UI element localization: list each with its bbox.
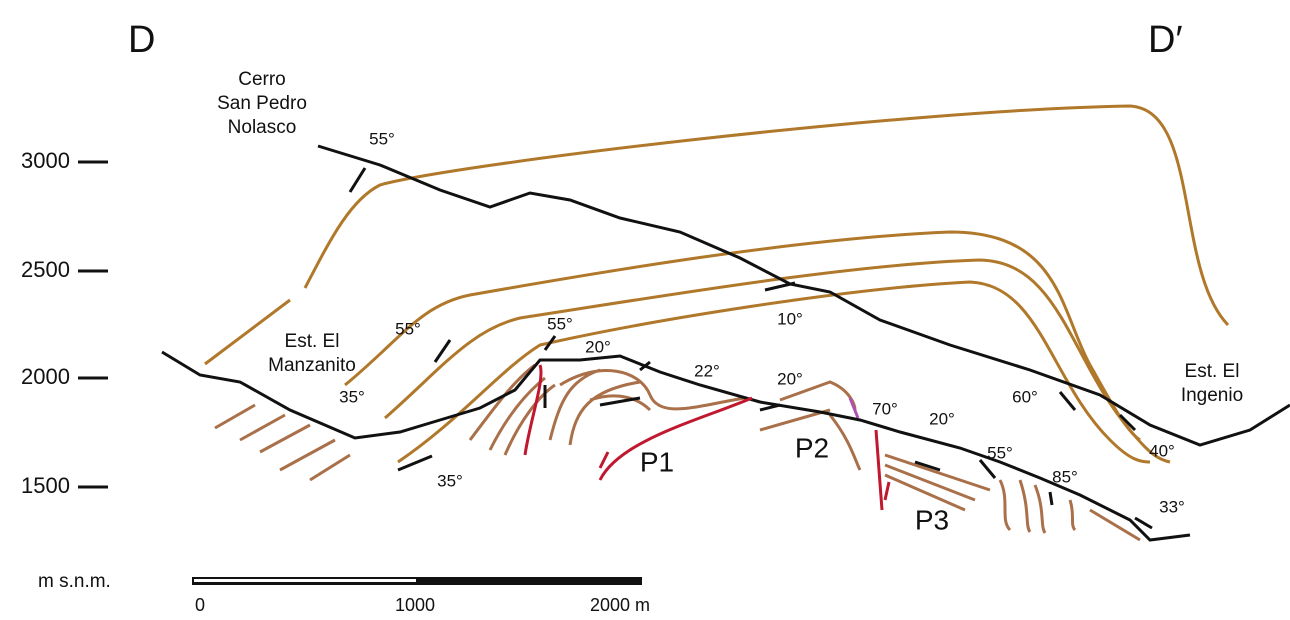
dip-angle: 60°	[1012, 387, 1038, 406]
dip-angle: 70°	[872, 399, 898, 418]
thrust-label: P1	[640, 446, 674, 477]
elevation-axis: 3000 2500 2000 1500	[21, 148, 70, 498]
place-name: Manzanito	[268, 355, 356, 376]
dip-angle: 35°	[437, 471, 463, 490]
scale-label: 2000 m	[590, 595, 650, 615]
section-start: D	[128, 19, 155, 61]
scale-label: 0	[195, 595, 205, 615]
dip-angle: 55°	[547, 314, 573, 333]
section-end: D′	[1148, 19, 1183, 61]
dip-angle: 33°	[1159, 497, 1185, 516]
dip-angle: 35°	[339, 387, 365, 406]
dip-angle: 55°	[395, 319, 421, 338]
dip-angle: 20°	[929, 409, 955, 428]
place-name: Est. El	[285, 331, 340, 352]
place-name: San Pedro	[217, 93, 307, 114]
elevation-label: 1500	[21, 473, 70, 498]
elevation-label: 2000	[21, 364, 70, 389]
geology-drawing	[78, 104, 1290, 585]
place-name: Cerro	[238, 69, 286, 90]
place-name: Ingenio	[1181, 385, 1243, 406]
dip-angle: 55°	[987, 443, 1013, 462]
dip-angle: 40°	[1149, 441, 1175, 460]
dip-angle: 20°	[777, 369, 803, 388]
axis-unit: m s.n.m.	[38, 571, 111, 592]
dip-angle: 22°	[694, 361, 720, 380]
place-name: Est. El	[1185, 361, 1240, 382]
dip-angle: 20°	[585, 337, 611, 356]
dip-angle: 55°	[369, 129, 395, 148]
elevation-label: 2500	[21, 257, 70, 282]
dip-angle: 85°	[1052, 467, 1078, 486]
dip-angle: 10°	[777, 309, 803, 328]
labels: Cerro San Pedro Nolasco Est. El Manzanito Est…	[217, 69, 1243, 535]
place-name: Nolasco	[228, 117, 297, 138]
thrust-label: P2	[795, 432, 829, 463]
elevation-label: 3000	[21, 148, 70, 173]
thrust-label: P3	[915, 504, 949, 535]
scale-label: 1000	[395, 595, 435, 615]
